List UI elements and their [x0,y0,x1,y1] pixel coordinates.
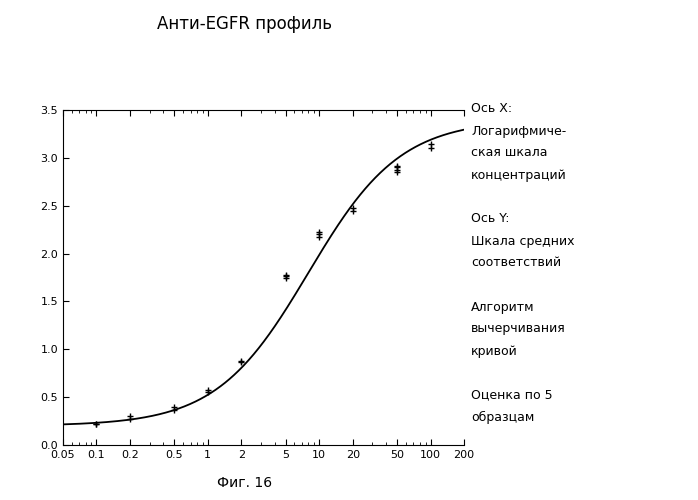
Text: LEVEL 5.M :EVALUATE:STD.CURVE          134 ORJ002                    01  05-MAR-: LEVEL 5.M :EVALUATE:STD.CURVE 134 ORJ002… [7,91,506,101]
Text: Оценка по 5: Оценка по 5 [471,388,553,402]
Text: образцам: образцам [471,410,535,424]
Text: Алгоритм: Алгоритм [471,300,535,314]
Text: вычерчивания: вычерчивания [471,322,566,336]
Text: Ось Y:: Ось Y: [471,212,510,226]
Text: Логарифмиче-: Логарифмиче- [471,124,566,138]
Text: Ось X:: Ось X: [471,102,512,116]
Text: Шкала средних: Шкала средних [471,234,574,248]
Text: соответствий: соответствий [471,256,561,270]
Text: кривой: кривой [471,344,518,358]
Text: ская шкала: ская шкала [471,146,548,160]
Text: концентраций: концентраций [471,168,567,181]
Text: Анти-EGFR профиль: Анти-EGFR профиль [157,15,332,33]
Text: Фиг. 16: Фиг. 16 [217,476,272,490]
